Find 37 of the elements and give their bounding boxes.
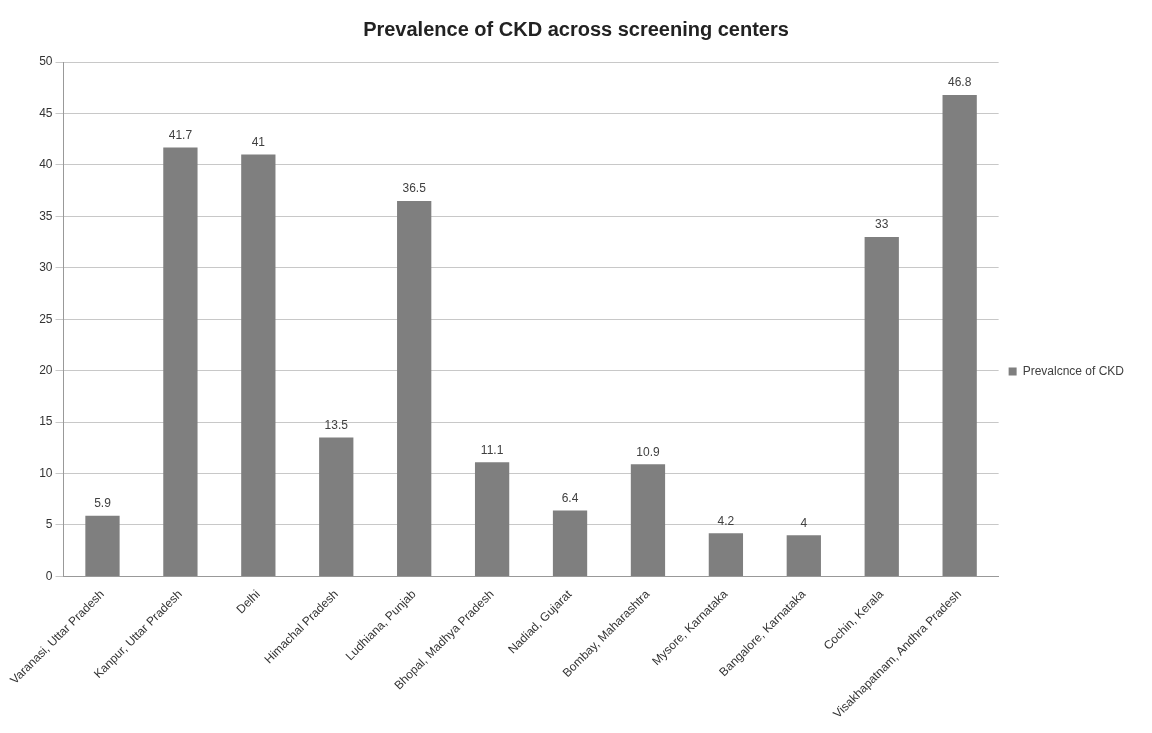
data-label: 11.1: [480, 442, 504, 457]
y-tick-label: 10: [39, 465, 53, 480]
bar: [397, 200, 432, 576]
bar: [942, 94, 977, 576]
data-label: 41: [251, 134, 266, 149]
data-label: 41.7: [168, 127, 193, 142]
bar: [786, 535, 821, 576]
bar: [552, 510, 588, 576]
data-label: 4.2: [717, 513, 735, 528]
bar: [163, 147, 198, 576]
y-tick-label: 25: [39, 311, 53, 326]
y-tick-label: 40: [39, 157, 53, 172]
bar: [474, 462, 510, 576]
y-tick-label: 35: [39, 208, 53, 223]
y-tick-label: 45: [39, 105, 53, 120]
y-tick-label: 30: [39, 260, 53, 275]
bar: [708, 533, 744, 576]
bar: [319, 437, 354, 576]
data-label: 33: [875, 217, 889, 232]
data-label: 5.9: [94, 496, 112, 511]
y-tick-label: 0: [45, 568, 53, 583]
y-tick-label: 50: [39, 54, 53, 69]
bar: [864, 236, 899, 576]
bar: [85, 515, 120, 576]
data-label: 10.9: [636, 444, 660, 459]
chart-title: Prevalence of CKD across screening centers: [363, 17, 789, 40]
data-label: 46.8: [947, 75, 972, 90]
y-tick-label: 15: [39, 414, 53, 429]
bar: [630, 464, 666, 576]
y-tick-label: 5: [45, 517, 53, 532]
y-tick-label: 20: [39, 362, 53, 377]
data-label: 36.5: [402, 181, 427, 196]
data-label: 4: [800, 515, 808, 530]
bar: [241, 154, 276, 576]
data-label: 6.4: [561, 490, 579, 505]
data-label: 13.5: [324, 417, 349, 432]
legend-label: Prevalcnce of CKD: [1022, 363, 1125, 378]
